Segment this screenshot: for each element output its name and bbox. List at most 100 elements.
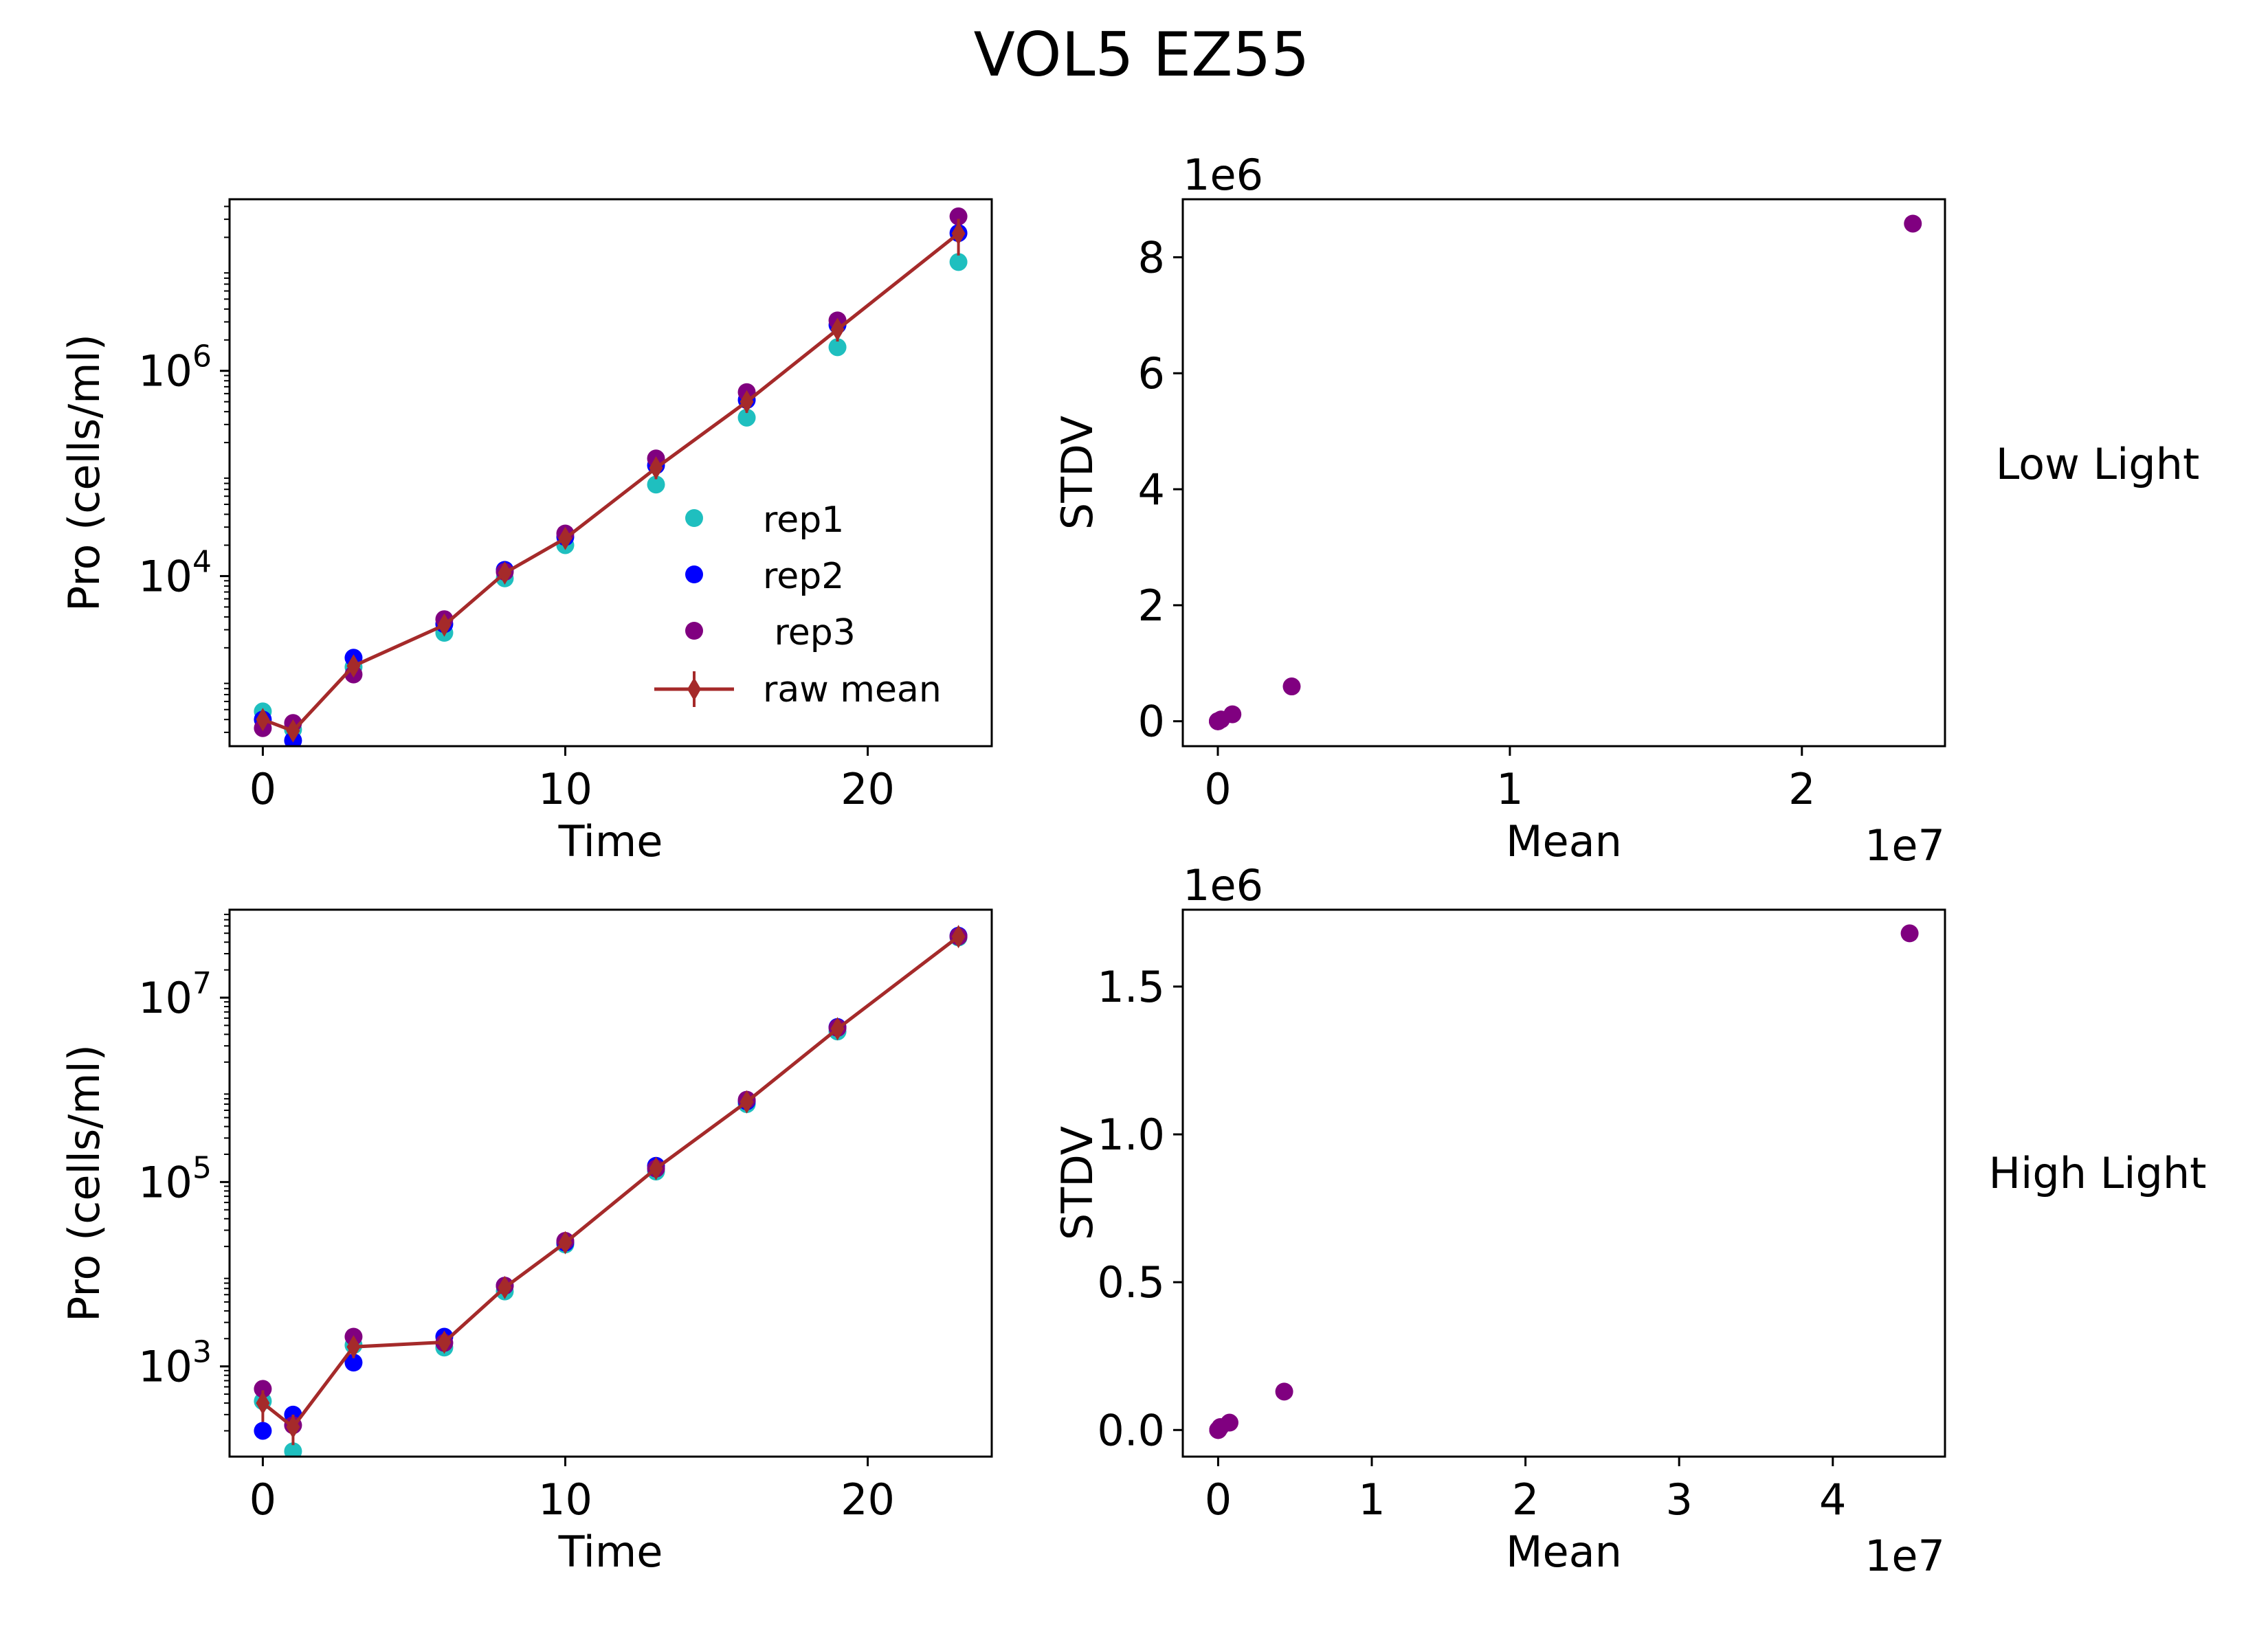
mean-marker [498,561,512,585]
x-axis-label: Mean [1506,1527,1622,1577]
data-point-rep3 [949,207,968,225]
x-axis-label: Time [558,816,663,866]
x-tick-label: 20 [841,764,895,814]
y-offset-text: 1e6 [1183,860,1263,910]
x-tick-label: 0 [1204,764,1231,814]
row-label-high-light: High Light [1989,1148,2207,1198]
data-point-rep1 [647,475,665,494]
x-tick-label: 20 [841,1474,895,1525]
axes-frame [228,198,993,748]
y-tick-label: 1.5 [1097,962,1165,1012]
chart-bottom-left: 0 10 20 103 105 107 Time Pro (cells/ml) [59,908,993,1577]
plot-area [254,207,968,746]
y-tick-label: 1.0 [1097,1110,1165,1160]
y-tick-label: 6 [1138,348,1165,399]
data-point [1282,677,1301,696]
x-tick-label: 2 [1788,764,1815,814]
chart-top-left: 0 10 20 104 106 Time Pro (cells/ml) rep1 rep2 re… [59,198,993,866]
legend-marker-rep3 [685,622,703,640]
y-tick-label: 107 [138,966,212,1023]
x-axis-label: Mean [1506,816,1622,866]
data-point-rep1 [828,338,847,357]
axes-frame [1181,198,1946,748]
mean-marker [346,1335,361,1359]
mean-marker [951,925,966,949]
y-tick-label: 0 [1138,697,1165,747]
row-label-low-light: Low Light [1996,439,2200,489]
y-axis-label: STDV [1052,1126,1102,1240]
plot-area [1209,214,1922,730]
mean-marker [649,456,663,480]
mean-marker [951,221,966,245]
x-tick-label: 1 [1358,1474,1385,1525]
mean-marker [740,390,754,414]
legend: rep1 rep2 rep3 raw mean [654,500,942,710]
chart-bottom-right: 0 1 2 3 4 0.0 0.5 1.0 1.5 Mean STDV 1e7 1e6 [1052,860,1946,1581]
x-tick-label: 3 [1665,1474,1692,1525]
chart-top-right: 0 1 2 0 2 4 6 8 Mean STDV 1e7 1e6 [1052,150,1946,871]
x-tick-label: 2 [1512,1474,1539,1525]
legend-marker-mean [687,677,701,701]
y-axis-label: Pro (cells/ml) [59,334,109,612]
x-tick-label: 0 [249,764,276,814]
y-tick-label: 105 [138,1150,212,1207]
mean-marker [437,613,452,637]
mean-marker [437,1330,452,1354]
data-point-rep2 [344,1354,363,1372]
data-point [1275,1382,1293,1401]
legend-label: rep2 [763,556,844,597]
y-tick-label: 103 [138,1335,212,1392]
mean-marker [830,317,845,341]
data-point [1904,214,1922,233]
x-offset-text: 1e7 [1865,1531,1945,1581]
data-point-rep1 [949,253,968,271]
mean-marker [286,719,300,743]
y-tick-label: 0.5 [1097,1257,1165,1308]
y-tick-label: 2 [1138,581,1165,631]
data-point-rep3 [254,1380,272,1398]
y-axis-label: Pro (cells/ml) [59,1044,109,1322]
y-tick-label: 106 [138,339,212,396]
figure-title: VOL5 EZ55 [974,19,1310,90]
mean-marker [256,708,270,732]
x-axis-label: Time [558,1527,663,1577]
mean-marker [830,1017,845,1041]
mean-marker [740,1090,754,1114]
plot-area [254,925,968,1457]
legend-label: rep3 [763,612,856,653]
x-tick-label: 10 [538,764,592,814]
y-tick-label: 4 [1138,464,1165,515]
y-tick-label: 104 [138,544,212,601]
y-tick-label: 8 [1138,232,1165,282]
x-tick-label: 1 [1496,764,1523,814]
mean-marker [286,1415,300,1439]
legend-marker-rep1 [685,509,703,527]
axes-frame [1181,908,1946,1458]
x-tick-label: 0 [1205,1474,1232,1525]
x-tick-label: 10 [538,1474,592,1525]
data-point-rep2 [254,1422,272,1440]
x-tick-label: 0 [249,1474,276,1525]
legend-marker-rep2 [685,565,703,583]
y-tick-label: 0.0 [1097,1405,1165,1455]
y-axis-label: STDV [1052,416,1102,530]
axes-frame [228,908,993,1458]
mean-marker [256,1391,270,1415]
x-offset-text: 1e7 [1865,820,1945,871]
mean-marker [649,1156,663,1180]
plot-area [1209,924,1919,1439]
data-point [1220,1413,1238,1432]
mean-marker [346,654,361,678]
data-point [1900,924,1919,943]
data-point-rep1 [737,408,756,427]
x-tick-label: 4 [1819,1474,1846,1525]
mean-marker [498,1275,512,1299]
data-point [1223,705,1242,723]
mean-line [261,935,960,1430]
mean-marker [558,526,572,550]
mean-line [262,232,960,733]
data-point-rep1 [284,1442,302,1457]
legend-label: raw mean [763,669,942,710]
